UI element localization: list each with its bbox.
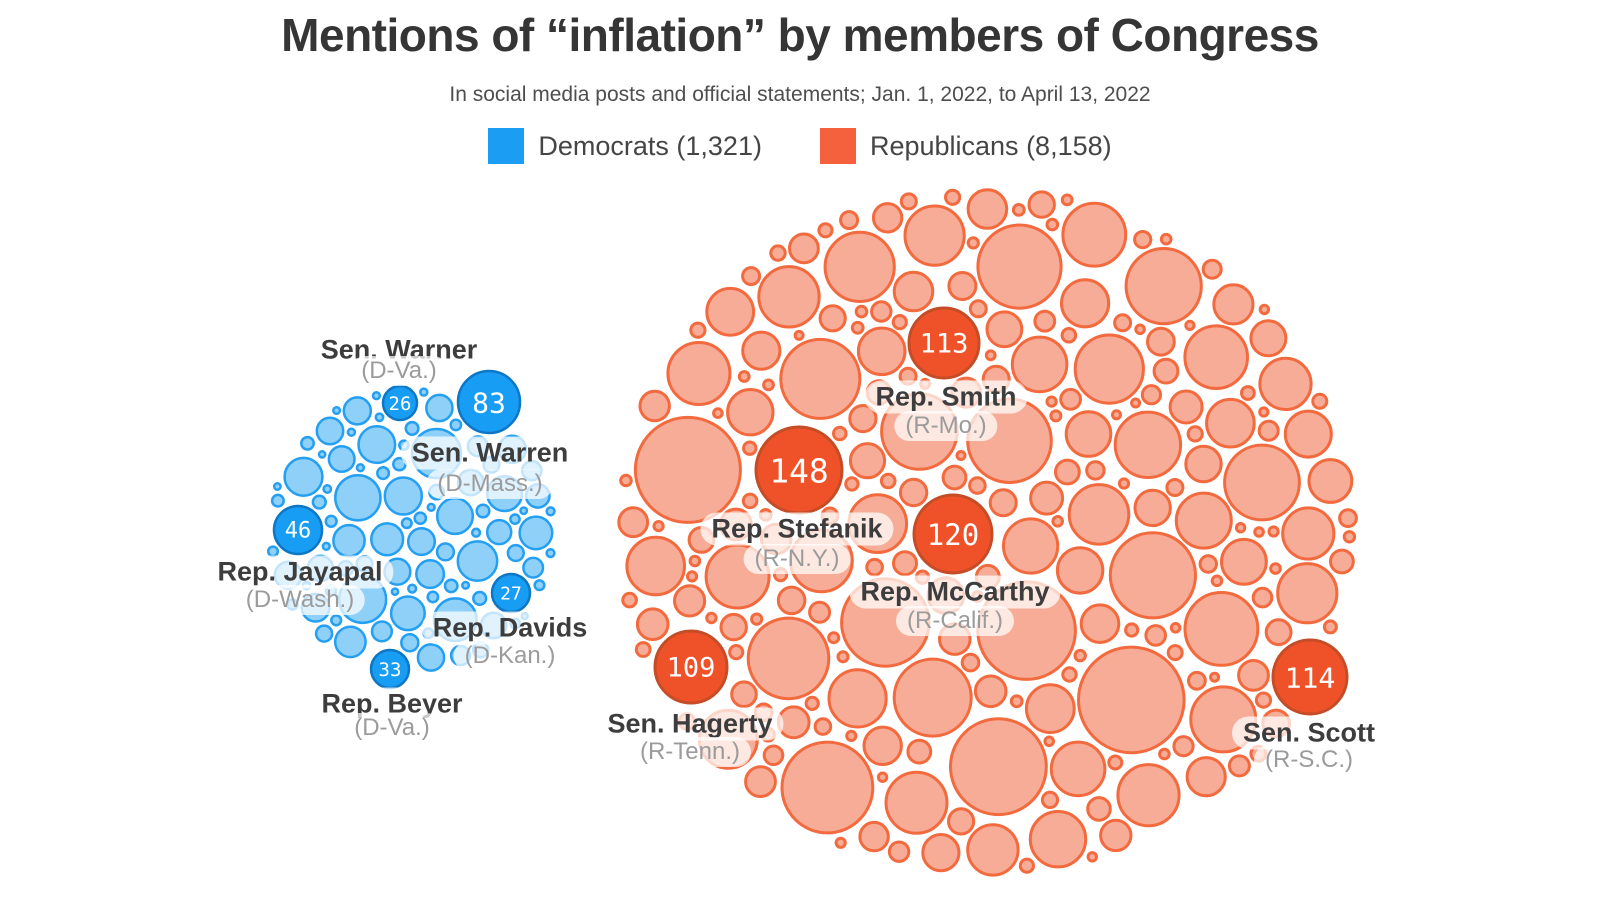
highlight-bubble-stefanik: 148 [754,425,844,515]
legend-item-democrats: Democrats (1,321) [488,128,762,164]
highlight-bubble-jayapal: 46 [272,504,324,556]
member-name-label-jayapal: Rep. Jayapal [206,555,394,589]
member-district-label-warren: (D-Mass.) [426,469,554,499]
highlight-bubble-smith: 113 [907,306,981,380]
member-value-davids: 27 [500,584,522,605]
member-district-label-warner: (D-Va.) [350,356,448,386]
highlight-bubble-scott: 114 [1271,638,1349,716]
member-name-label-mccarthy: Rep. McCarthy [849,575,1061,609]
member-bubble-warren [456,369,522,435]
member-name-label-stefanik: Rep. Stefanik [700,512,894,546]
chart-title: Mentions of “inflation” by members of Co… [281,9,1319,61]
member-district-label-stefanik: (R-N.Y.) [743,544,851,574]
member-district-label-mccarthy: (R-Calif.) [896,606,1014,636]
member-value-scott: 114 [1285,662,1336,695]
democrats-swatch-icon [488,128,525,164]
member-value-hagerty: 109 [667,653,716,684]
member-name-label-hagerty: Sen. Hagerty [596,707,784,741]
member-district-label-beyer: (D-Va.) [343,713,441,743]
highlight-bubble-beyer: 33 [369,648,411,690]
republicans-bubble-cluster [617,188,1358,877]
chart-subtitle: In social media posts and official state… [449,83,1151,106]
member-name-label-davids: Rep. Davids [421,611,599,645]
member-name-label-warren: Sen. Warren [400,436,580,470]
member-bubble-smith [907,306,981,380]
member-name-label-smith: Rep. Smith [864,380,1028,414]
member-value-warren: 83 [472,387,506,420]
member-name-label-scott: Sen. Scott [1231,716,1387,750]
highlight-bubble-warren: 83 [456,369,522,435]
chart-header: Mentions of “inflation” by members of Co… [0,0,1600,164]
member-district-label-jayapal: (D-Wash.) [234,585,366,615]
legend: Democrats (1,321) Republicans (8,158) [0,128,1600,164]
highlight-bubble-davids: 27 [490,572,532,614]
member-bubble-warner [381,384,419,422]
legend-label-republicans: Republicans (8,158) [869,130,1112,161]
member-district-label-davids: (D-Kan.) [453,641,567,671]
highlight-bubble-warner: 26 [381,384,419,422]
member-value-smith: 113 [920,329,969,360]
republicans-swatch-icon [819,128,856,164]
highlight-bubble-mccarthy: 120 [912,493,994,575]
member-value-beyer: 33 [379,659,402,681]
member-bubble-hagerty [653,629,729,705]
member-district-label-smith: (R-Mo.) [894,411,998,441]
member-district-label-hagerty: (R-Tenn.) [628,737,752,767]
member-value-stefanik: 148 [769,452,829,491]
legend-label-democrats: Democrats (1,321) [538,130,762,161]
legend-item-republicans: Republicans (8,158) [819,128,1112,164]
member-value-jayapal: 46 [285,519,312,544]
member-value-mccarthy: 120 [927,518,979,552]
member-bubble-jayapal [272,504,324,556]
member-bubble-scott [1271,638,1349,716]
member-value-warner: 26 [389,393,412,415]
member-bubble-mccarthy [912,493,994,575]
highlight-bubble-hagerty: 109 [653,629,729,705]
member-district-label-scott: (R-S.C.) [1254,745,1364,775]
